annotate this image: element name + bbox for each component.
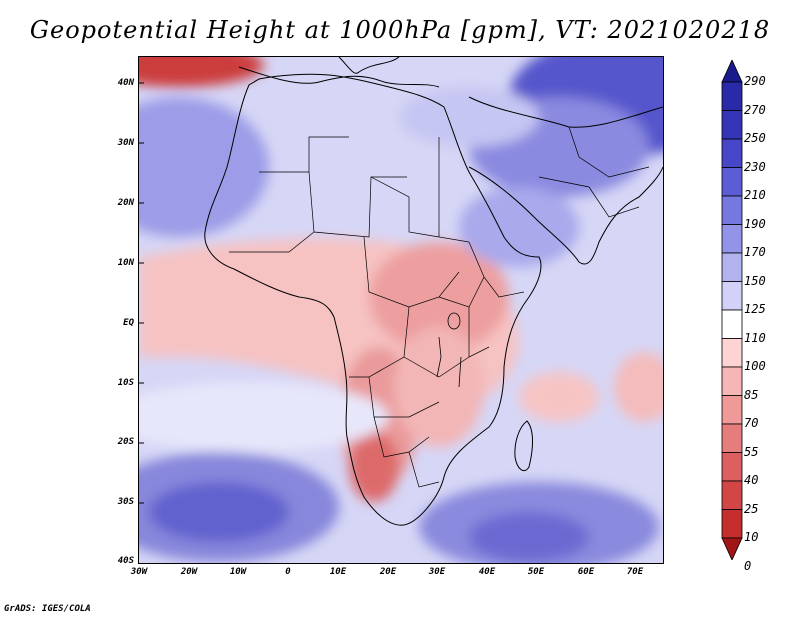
colorbar-segment	[721, 395, 743, 425]
colorbar-label: 125	[744, 302, 766, 316]
colorbar-label: 10	[744, 530, 759, 544]
colorbar-segment	[721, 138, 743, 168]
lon-label-50e: 50E	[527, 567, 545, 577]
colorbar-label: 25	[744, 501, 759, 516]
colorbar-segment	[721, 366, 743, 396]
map-title: Geopotential Height at 1000hPa [gpm], VT…	[29, 16, 771, 44]
lakes	[436, 312, 462, 388]
colorbar-segment	[721, 423, 743, 453]
colorbar-label: 40	[744, 473, 759, 487]
lat-label-10s: 10S	[117, 378, 134, 388]
colorbar-segment	[721, 480, 743, 510]
colorbar-segment	[721, 110, 743, 140]
lon-label-0: 0	[285, 567, 291, 577]
colorbar-label: 150	[744, 273, 766, 288]
footer-credit: GrADS: IGES/COLA	[4, 604, 91, 614]
lon-label-30e: 30E	[428, 567, 446, 577]
colorbar-label: 210	[744, 188, 766, 202]
colorbar-segment	[721, 167, 743, 197]
height-field	[139, 57, 663, 563]
lat-label-40n: 40N	[117, 78, 134, 88]
colorbar-segment	[721, 509, 743, 539]
colorbar-segment	[721, 309, 743, 339]
lon-label-10e: 10E	[329, 567, 347, 577]
lon-label-70e: 70E	[626, 567, 644, 577]
colorbar-label: 250	[744, 131, 766, 145]
colorbar-label: 230	[744, 159, 766, 174]
colorbar-label: 100	[744, 359, 766, 373]
lon-label-20w: 20W	[180, 567, 198, 577]
colorbar	[721, 60, 743, 560]
colorbar-label: 190	[744, 216, 766, 231]
country-borders	[229, 126, 650, 488]
lat-label-10n: 10N	[117, 258, 134, 268]
lon-label-20e: 20E	[379, 567, 397, 577]
colorbar-label: 110	[744, 330, 766, 345]
lon-label-30w: 30W	[130, 567, 148, 577]
colorbar-label: 70	[744, 416, 759, 430]
colorbar-segment	[721, 452, 743, 482]
coastlines	[204, 57, 663, 526]
lat-label-30s: 30S	[117, 497, 134, 507]
lat-label-30n: 30N	[117, 138, 134, 148]
map-panel	[138, 56, 664, 564]
geopotential-map	[139, 57, 663, 563]
colorbar-label: 290	[744, 74, 766, 88]
colorbar-segment	[721, 281, 743, 311]
colorbar-segment	[721, 195, 743, 225]
colorbar-segment	[721, 252, 743, 282]
lat-label-20n: 20N	[117, 198, 134, 208]
colorbar-label: 270	[744, 102, 766, 117]
lon-label-40e: 40E	[478, 567, 496, 577]
colorbar-label: 0	[744, 558, 752, 573]
colorbar-label: 85	[744, 387, 759, 402]
colorbar-top-arrow	[721, 60, 743, 83]
colorbar-label: 55	[744, 444, 759, 459]
lon-label-10w: 10W	[229, 567, 247, 577]
colorbar-bottom-arrow	[721, 537, 743, 560]
lat-label-20s: 20S	[117, 437, 134, 447]
lon-label-60e: 60E	[577, 567, 595, 577]
colorbar-segment	[721, 338, 743, 368]
axis-ticks	[139, 82, 144, 504]
lat-label-eq: EQ	[123, 318, 134, 328]
colorbar-label: 170	[744, 245, 766, 259]
colorbar-segment	[721, 224, 743, 254]
lat-label-40s: 40S	[117, 556, 134, 566]
colorbar-segment	[721, 81, 743, 111]
